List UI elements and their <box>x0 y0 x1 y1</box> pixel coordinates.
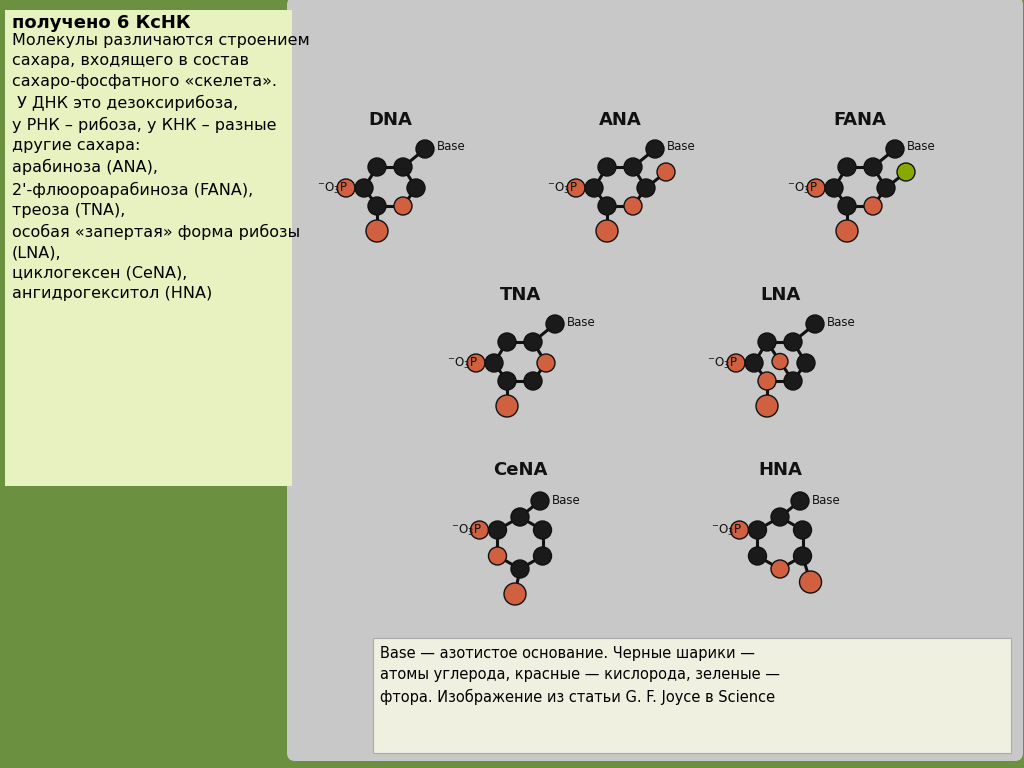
Text: $^{-}$O$_3$P: $^{-}$O$_3$P <box>707 356 738 370</box>
Circle shape <box>531 492 549 510</box>
Circle shape <box>366 220 388 242</box>
Circle shape <box>416 140 434 158</box>
Circle shape <box>504 583 526 605</box>
Circle shape <box>567 179 585 197</box>
Circle shape <box>886 140 904 158</box>
Circle shape <box>749 521 767 539</box>
Circle shape <box>624 197 642 215</box>
Text: CeNA: CeNA <box>493 461 547 479</box>
Text: LNA: LNA <box>760 286 800 304</box>
Text: Base — азотистое основание. Черные шарики —
атомы углерода, красные — кислорода,: Base — азотистое основание. Черные шарик… <box>380 646 780 705</box>
Circle shape <box>794 547 811 565</box>
Text: Base: Base <box>827 316 856 329</box>
Circle shape <box>585 179 603 197</box>
Text: $^{-}$O$_3$P: $^{-}$O$_3$P <box>451 522 481 538</box>
Text: $^{-}$O$_3$P: $^{-}$O$_3$P <box>787 180 818 196</box>
Circle shape <box>772 353 788 369</box>
Circle shape <box>791 492 809 510</box>
Circle shape <box>825 179 843 197</box>
Circle shape <box>470 521 488 539</box>
Circle shape <box>368 158 386 176</box>
Circle shape <box>524 372 542 390</box>
Circle shape <box>784 333 802 351</box>
Circle shape <box>394 158 412 176</box>
Circle shape <box>511 560 529 578</box>
Circle shape <box>598 197 616 215</box>
Circle shape <box>749 547 767 565</box>
Text: получено 6 КсНК: получено 6 КсНК <box>12 14 190 32</box>
Circle shape <box>337 179 355 197</box>
FancyBboxPatch shape <box>5 10 292 486</box>
Circle shape <box>800 571 821 593</box>
Circle shape <box>877 179 895 197</box>
Circle shape <box>534 547 552 565</box>
Circle shape <box>598 158 616 176</box>
Circle shape <box>727 354 745 372</box>
Circle shape <box>488 547 507 565</box>
Circle shape <box>511 508 529 526</box>
Text: $^{-}$O$_3$P: $^{-}$O$_3$P <box>711 522 741 538</box>
Circle shape <box>524 333 542 351</box>
Circle shape <box>864 197 882 215</box>
Circle shape <box>794 521 811 539</box>
Circle shape <box>838 197 856 215</box>
Circle shape <box>758 372 776 390</box>
Circle shape <box>807 179 825 197</box>
Circle shape <box>596 220 618 242</box>
Text: $^{-}$O$_3$P: $^{-}$O$_3$P <box>547 180 578 196</box>
Text: Base: Base <box>552 495 581 508</box>
Circle shape <box>730 521 749 539</box>
Circle shape <box>806 315 824 333</box>
Text: Base: Base <box>667 141 695 154</box>
Text: Base: Base <box>812 495 841 508</box>
Circle shape <box>624 158 642 176</box>
FancyBboxPatch shape <box>373 638 1011 753</box>
Circle shape <box>355 179 373 197</box>
Text: TNA: TNA <box>500 286 541 304</box>
Circle shape <box>546 315 564 333</box>
Circle shape <box>784 372 802 390</box>
Text: Base: Base <box>907 141 936 154</box>
Circle shape <box>394 197 412 215</box>
Circle shape <box>368 197 386 215</box>
Text: $^{-}$O$_3$P: $^{-}$O$_3$P <box>317 180 348 196</box>
Circle shape <box>498 372 516 390</box>
Circle shape <box>488 521 507 539</box>
Circle shape <box>657 163 675 181</box>
Circle shape <box>485 354 503 372</box>
Circle shape <box>864 158 882 176</box>
Circle shape <box>771 508 790 526</box>
Circle shape <box>534 521 552 539</box>
Circle shape <box>797 354 815 372</box>
Text: Молекулы различаются строением
сахара, входящего в состав
сахаро-фосфатного «ске: Молекулы различаются строением сахара, в… <box>12 33 309 301</box>
Circle shape <box>836 220 858 242</box>
Text: Base: Base <box>567 316 596 329</box>
Circle shape <box>467 354 485 372</box>
FancyBboxPatch shape <box>287 0 1023 761</box>
Circle shape <box>758 333 776 351</box>
Text: DNA: DNA <box>368 111 412 129</box>
Circle shape <box>498 333 516 351</box>
Text: HNA: HNA <box>758 461 802 479</box>
Circle shape <box>756 395 778 417</box>
Text: Base: Base <box>437 141 466 154</box>
Text: $^{-}$O$_3$P: $^{-}$O$_3$P <box>447 356 478 370</box>
Circle shape <box>897 163 915 181</box>
Circle shape <box>646 140 664 158</box>
Text: ANA: ANA <box>599 111 641 129</box>
Circle shape <box>771 560 790 578</box>
Text: FANA: FANA <box>834 111 887 129</box>
Circle shape <box>745 354 763 372</box>
Circle shape <box>537 354 555 372</box>
Circle shape <box>838 158 856 176</box>
Circle shape <box>637 179 655 197</box>
Circle shape <box>496 395 518 417</box>
Circle shape <box>407 179 425 197</box>
